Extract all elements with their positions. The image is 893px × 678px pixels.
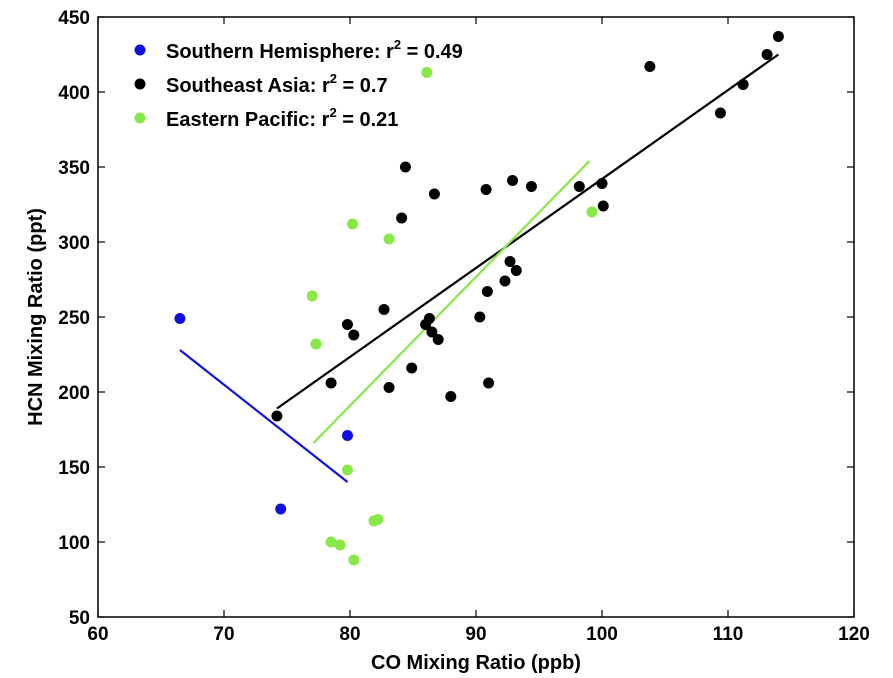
data-point: [445, 391, 457, 402]
y-tick-label: 350: [58, 158, 90, 179]
data-point: [573, 181, 585, 192]
data-point: [310, 338, 322, 350]
x-tick-label: 90: [465, 624, 486, 645]
legend-r: r: [322, 75, 330, 97]
data-point: [481, 286, 493, 297]
y-tick-label: 300: [58, 233, 90, 254]
data-point: [334, 539, 346, 551]
legend-r2-value: = 0.49: [401, 41, 463, 63]
data-point: [432, 334, 444, 345]
data-point: [480, 184, 492, 195]
data-point: [348, 329, 360, 341]
y-tick-label: 200: [58, 383, 90, 404]
data-point: [510, 265, 522, 276]
data-point: [597, 200, 609, 212]
y-tick-label: 400: [58, 83, 90, 104]
legend-r2-value: = 0.7: [337, 75, 388, 97]
legend-label: Southeast Asia: r2 = 0.7: [166, 71, 388, 97]
data-point: [525, 181, 537, 192]
legend-colon: :: [309, 109, 321, 131]
fit-line: [179, 349, 349, 483]
x-tick-label: 70: [213, 624, 234, 645]
data-point: [306, 290, 318, 302]
data-point: [378, 304, 390, 315]
x-tick-label: 80: [339, 624, 360, 645]
fit-line: [312, 160, 591, 444]
axis-ticks: 60 70 80 90 100 110 120 50 100 150 200 250 300 350 400…: [58, 8, 870, 645]
data-point: [483, 377, 495, 389]
data-point: [347, 218, 359, 230]
data-point: [507, 175, 519, 186]
legend-r2-value: = 0.21: [337, 109, 399, 131]
legend-r: r: [322, 109, 330, 131]
data-point: [174, 313, 186, 324]
data-point: [383, 382, 395, 393]
data-point: [426, 326, 438, 338]
legend-exponent: 2: [330, 71, 337, 86]
data-point: [644, 61, 656, 72]
y-tick-label: 250: [58, 308, 90, 329]
x-tick-label: 100: [586, 624, 618, 645]
data-point: [423, 313, 435, 324]
data-point: [737, 79, 749, 90]
x-tick-label: 120: [838, 624, 870, 645]
data-point: [596, 178, 608, 189]
data-point: [504, 256, 516, 267]
data-point: [772, 31, 784, 42]
data-point: [383, 233, 395, 245]
data-point: [325, 377, 337, 389]
fit-line: [276, 53, 780, 410]
data-point: [271, 410, 283, 422]
x-tick-label: 60: [87, 624, 108, 645]
data-point: [586, 206, 598, 218]
fit-lines: [179, 53, 780, 483]
y-tick-label: 450: [58, 8, 90, 29]
data-point: [406, 362, 418, 374]
data-point: [399, 161, 411, 173]
data-point: [341, 464, 353, 476]
data-point: [421, 67, 433, 78]
y-tick-label: 50: [69, 608, 90, 629]
legend-colon: :: [374, 41, 386, 63]
data-point: [714, 107, 726, 119]
legend-series-name: Eastern Pacific: [166, 109, 309, 131]
data-point: [348, 554, 360, 566]
legend-exponent: 2: [329, 105, 336, 120]
legend-marker: [134, 112, 146, 124]
legend-exponent: 2: [394, 37, 401, 52]
data-point: [275, 503, 287, 515]
legend-marker: [134, 44, 146, 56]
legend-series-name: Southern Hemisphere: [166, 41, 374, 63]
legend-series-name: Southeast Asia: [166, 75, 311, 97]
data-point: [499, 275, 511, 287]
data-point: [341, 319, 353, 330]
legend-colon: :: [310, 75, 322, 97]
x-tick-label: 110: [713, 624, 744, 645]
data-point: [474, 311, 486, 323]
legend: Southern Hemisphere: r2 = 0.49Southeast …: [134, 37, 463, 131]
data-point: [325, 536, 337, 548]
data-point: [341, 430, 353, 441]
legend-label: Eastern Pacific: r2 = 0.21: [166, 105, 398, 131]
x-axis-title: CO Mixing Ratio (ppb): [371, 652, 581, 674]
legend-marker: [134, 78, 146, 90]
data-point: [396, 212, 408, 224]
data-points: [174, 31, 784, 566]
legend-label: Southern Hemisphere: r2 = 0.49: [166, 37, 463, 63]
y-axis-title: HCN Mixing Ratio (ppt): [25, 208, 47, 426]
legend-r: r: [386, 41, 394, 63]
y-tick-label: 150: [58, 458, 90, 479]
data-point: [761, 49, 773, 60]
y-tick-label: 100: [58, 533, 90, 554]
data-point: [428, 188, 440, 200]
data-point: [372, 514, 384, 525]
